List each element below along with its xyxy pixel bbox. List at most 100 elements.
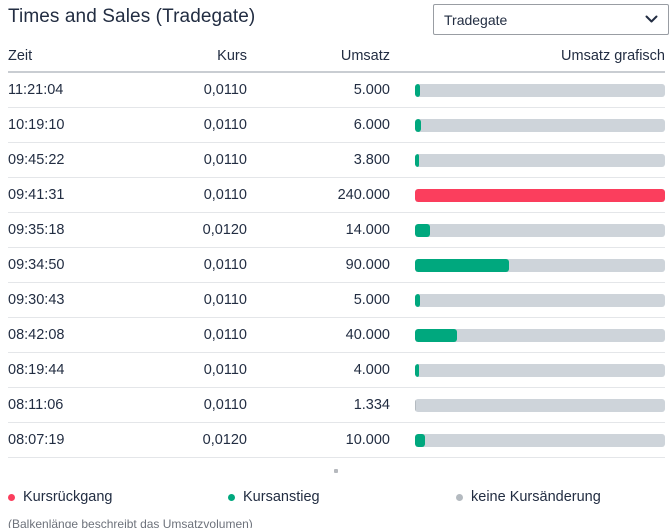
cell-zeit: 08:07:19 — [8, 432, 65, 448]
table-row: 09:35:18 0,0120 14.000 — [8, 213, 665, 248]
cell-umsatz: 5.000 — [353, 292, 390, 308]
cell-kurs: 0,0110 — [203, 187, 247, 203]
cell-umsatz: 10.000 — [345, 432, 390, 448]
volume-bar-fill — [415, 223, 430, 237]
legend-label: keine Kursänderung — [471, 489, 601, 505]
table-footer-spacer — [0, 458, 672, 486]
cell-zeit: 09:45:22 — [8, 152, 65, 168]
volume-bar-track — [415, 153, 665, 167]
cell-zeit: 08:19:44 — [8, 362, 65, 378]
column-header-zeit: Zeit — [8, 47, 33, 64]
volume-bar-track — [415, 328, 665, 342]
cell-umsatz: 6.000 — [353, 117, 390, 133]
volume-bar-fill — [415, 153, 419, 167]
cell-umsatz: 3.800 — [353, 152, 390, 168]
table-row: 09:34:50 0,0110 90.000 — [8, 248, 665, 283]
cell-umsatz-grafisch — [415, 258, 665, 272]
cell-kurs: 0,0110 — [203, 397, 247, 413]
table-row: 09:30:43 0,0110 5.000 — [8, 283, 665, 318]
table-row: 09:45:22 0,0110 3.800 — [8, 143, 665, 178]
table-header-row: Zeit Kurs Umsatz Umsatz grafisch — [8, 40, 665, 73]
cell-umsatz: 14.000 — [345, 222, 390, 238]
cell-zeit: 08:11:06 — [8, 397, 64, 413]
table-row: 08:11:06 0,0110 1.334 — [8, 388, 665, 423]
cell-kurs: 0,0110 — [203, 152, 247, 168]
cell-umsatz-grafisch — [415, 153, 665, 167]
cell-zeit: 09:41:31 — [8, 187, 65, 203]
cell-umsatz: 240.000 — [337, 187, 390, 203]
volume-bar-track — [415, 433, 665, 447]
volume-bar-track — [415, 398, 665, 412]
legend-item: keine Kursänderung — [456, 489, 672, 505]
table-row: 08:19:44 0,0110 4.000 — [8, 353, 665, 388]
volume-bar-fill — [415, 363, 420, 377]
volume-bar-fill — [415, 83, 421, 97]
cell-kurs: 0,0110 — [203, 82, 247, 98]
cell-umsatz-grafisch — [415, 433, 665, 447]
table-body: 11:21:04 0,0110 5.000 10:19:10 0,0110 6.… — [0, 73, 672, 458]
legend: Kursrückgang Kursanstieg keine Kursänder… — [0, 486, 672, 508]
cell-umsatz-grafisch — [415, 118, 665, 132]
volume-bar-track — [415, 83, 665, 97]
volume-bar-track — [415, 293, 665, 307]
cell-kurs: 0,0120 — [202, 432, 247, 448]
cell-umsatz: 5.000 — [353, 82, 390, 98]
legend-item: Kursanstieg — [228, 489, 456, 505]
legend-dot-icon — [8, 493, 15, 501]
cell-zeit: 08:42:08 — [8, 327, 65, 343]
table-row: 08:42:08 0,0110 40.000 — [8, 318, 665, 353]
volume-bar-fill — [415, 433, 426, 447]
cell-umsatz-grafisch — [415, 363, 665, 377]
volume-bar-fill — [415, 118, 422, 132]
cell-zeit: 10:19:10 — [8, 117, 65, 133]
volume-bar-track — [415, 118, 665, 132]
cell-umsatz: 40.000 — [345, 327, 390, 343]
page-title: Times and Sales (Tradegate) — [8, 6, 256, 27]
column-header-umsatz-grafisch: Umsatz grafisch — [561, 47, 665, 64]
footnote: (Balkenlänge beschreibt das Umsatzvolume… — [8, 517, 253, 528]
table-row: 10:19:10 0,0110 6.000 — [8, 108, 665, 143]
table-row: 09:41:31 0,0110 240.000 — [8, 178, 665, 213]
cell-umsatz: 4.000 — [353, 362, 390, 378]
cell-zeit: 09:30:43 — [8, 292, 65, 308]
chevron-down-icon — [645, 15, 658, 24]
column-header-umsatz: Umsatz — [340, 47, 390, 64]
volume-bar-fill — [415, 258, 509, 272]
widget-titlebar: Times and Sales (Tradegate) Tradegate — [0, 0, 672, 40]
cell-kurs: 0,0120 — [202, 222, 247, 238]
cell-umsatz-grafisch — [415, 223, 665, 237]
cell-kurs: 0,0110 — [203, 292, 247, 308]
cell-kurs: 0,0110 — [203, 117, 247, 133]
legend-dot-icon — [456, 493, 463, 501]
volume-bar-fill — [415, 398, 417, 412]
table-row: 08:07:19 0,0120 10.000 — [8, 423, 665, 458]
drag-handle-dot — [334, 469, 338, 473]
volume-bar-track — [415, 363, 665, 377]
cell-umsatz: 90.000 — [345, 257, 390, 273]
cell-zeit: 09:34:50 — [8, 257, 65, 273]
cell-zeit: 11:21:04 — [8, 82, 64, 98]
volume-bar-fill — [415, 293, 421, 307]
legend-dot-icon — [228, 493, 235, 501]
volume-bar-track — [415, 223, 665, 237]
volume-bar-track — [415, 258, 665, 272]
cell-kurs: 0,0110 — [203, 362, 247, 378]
volume-bar-fill — [415, 188, 665, 202]
table-row: 11:21:04 0,0110 5.000 — [8, 73, 665, 108]
cell-umsatz: 1.334 — [353, 397, 390, 413]
legend-label: Kursanstieg — [243, 489, 320, 505]
cell-umsatz-grafisch — [415, 328, 665, 342]
volume-bar-fill — [415, 328, 457, 342]
cell-umsatz-grafisch — [415, 398, 665, 412]
cell-zeit: 09:35:18 — [8, 222, 65, 238]
exchange-select-value: Tradegate — [444, 11, 508, 28]
cell-kurs: 0,0110 — [203, 257, 247, 273]
cell-umsatz-grafisch — [415, 83, 665, 97]
cell-kurs: 0,0110 — [203, 327, 247, 343]
column-header-kurs: Kurs — [217, 47, 247, 64]
legend-item: Kursrückgang — [8, 489, 228, 505]
legend-label: Kursrückgang — [23, 489, 113, 505]
exchange-select[interactable]: Tradegate — [433, 4, 669, 35]
cell-umsatz-grafisch — [415, 293, 665, 307]
